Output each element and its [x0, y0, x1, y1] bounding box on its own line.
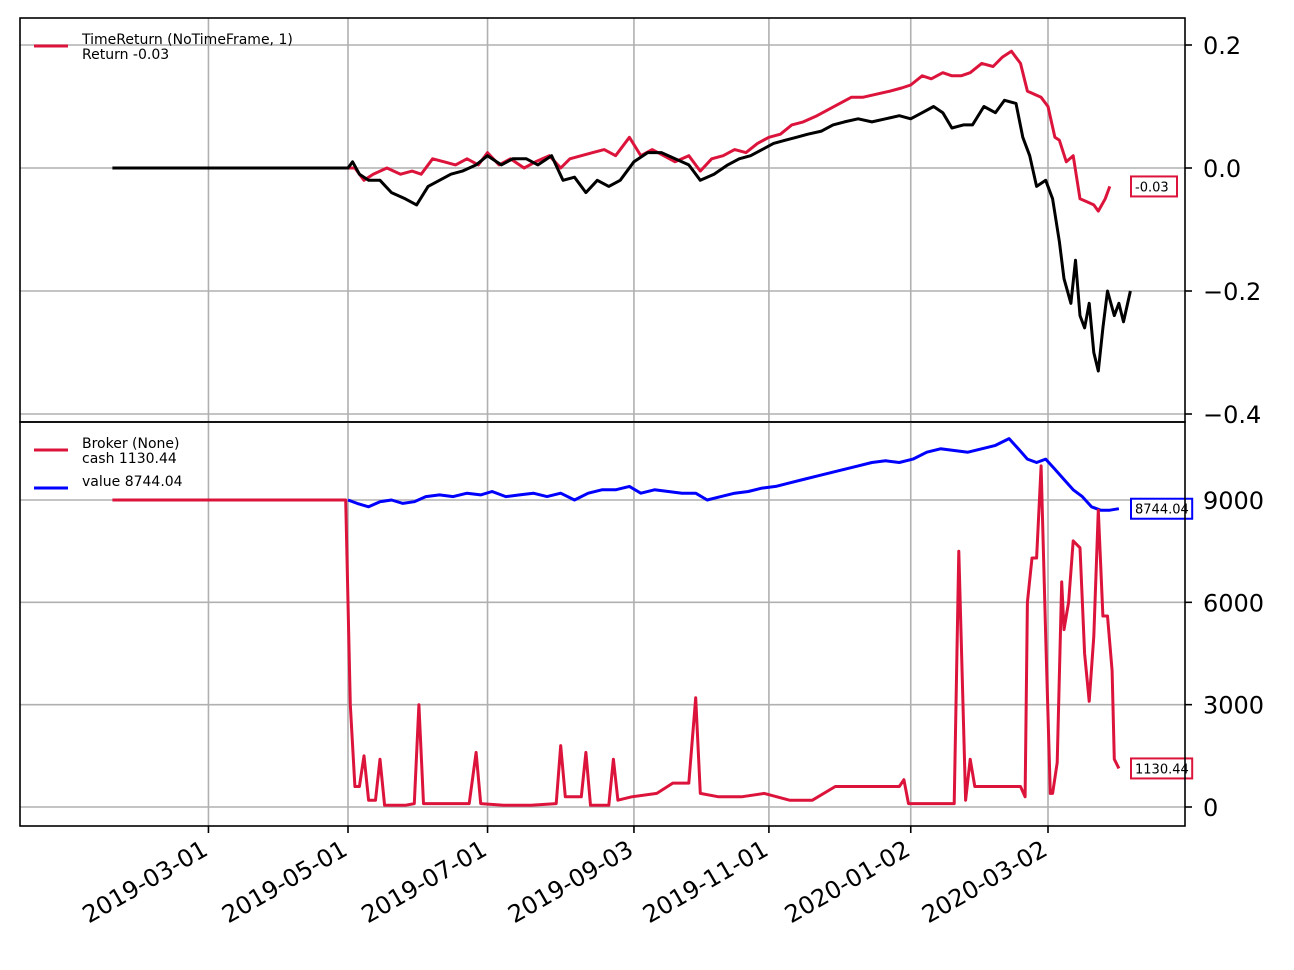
y-tick-label: −0.4	[1203, 401, 1261, 429]
y-tick-label: 0.0	[1203, 155, 1241, 183]
y-tick-label: −0.2	[1203, 278, 1261, 306]
y-tick-label: 6000	[1203, 589, 1264, 617]
returns-panel: −0.4 −0.2 0.0 0.2 -0.03 TimeReturn (NoTimeFra…	[19, 17, 1261, 429]
legend-label: TimeReturn (NoTimeFrame, 1)	[81, 32, 293, 48]
last-value-label: 8744.04	[1135, 503, 1189, 518]
legend-sublabel: cash 1130.44	[82, 451, 177, 467]
last-value-label: -0.03	[1135, 180, 1169, 195]
legend-sublabel: Return -0.03	[82, 47, 169, 63]
last-value-box	[1130, 757, 1194, 780]
legend-label: value 8744.04	[82, 474, 183, 490]
legend-label: Broker (None)	[82, 436, 180, 452]
y-tick-label: 9000	[1203, 487, 1264, 515]
series-line	[347, 437, 1120, 512]
series-line	[112, 464, 1121, 807]
last-value-box	[1130, 175, 1178, 198]
series-line	[112, 98, 1132, 373]
y-tick-label: 0.2	[1203, 32, 1241, 60]
last-value-box	[1130, 497, 1194, 520]
y-tick-label: 0	[1203, 794, 1218, 822]
panel-frame	[19, 421, 1186, 827]
broker-panel: 0 3000 6000 9000 8744.04 1130.44 Broker (None)…	[19, 421, 1264, 827]
y-tick-label: 3000	[1203, 692, 1264, 720]
last-value-label: 1130.44	[1135, 762, 1189, 777]
